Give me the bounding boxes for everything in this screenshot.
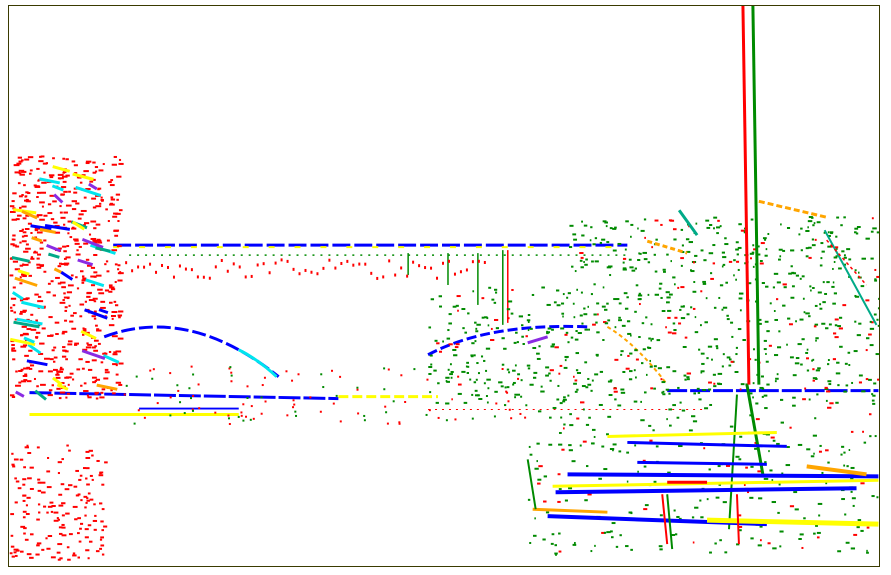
right-tree-edges bbox=[646, 209, 878, 326]
hill-arc-edges bbox=[103, 324, 668, 386]
edge-image-frame bbox=[8, 5, 880, 567]
foliage-speckle-edges bbox=[119, 216, 879, 556]
sailboat-hull-edges bbox=[526, 430, 879, 550]
left-tree-edges bbox=[9, 155, 124, 561]
shoreline-edges bbox=[29, 389, 879, 417]
bridge-pier-edges bbox=[407, 250, 509, 325]
edge-map-image bbox=[9, 6, 879, 561]
sailboat-mast-edges bbox=[727, 6, 827, 530]
bridge-deck-edges bbox=[113, 243, 628, 256]
